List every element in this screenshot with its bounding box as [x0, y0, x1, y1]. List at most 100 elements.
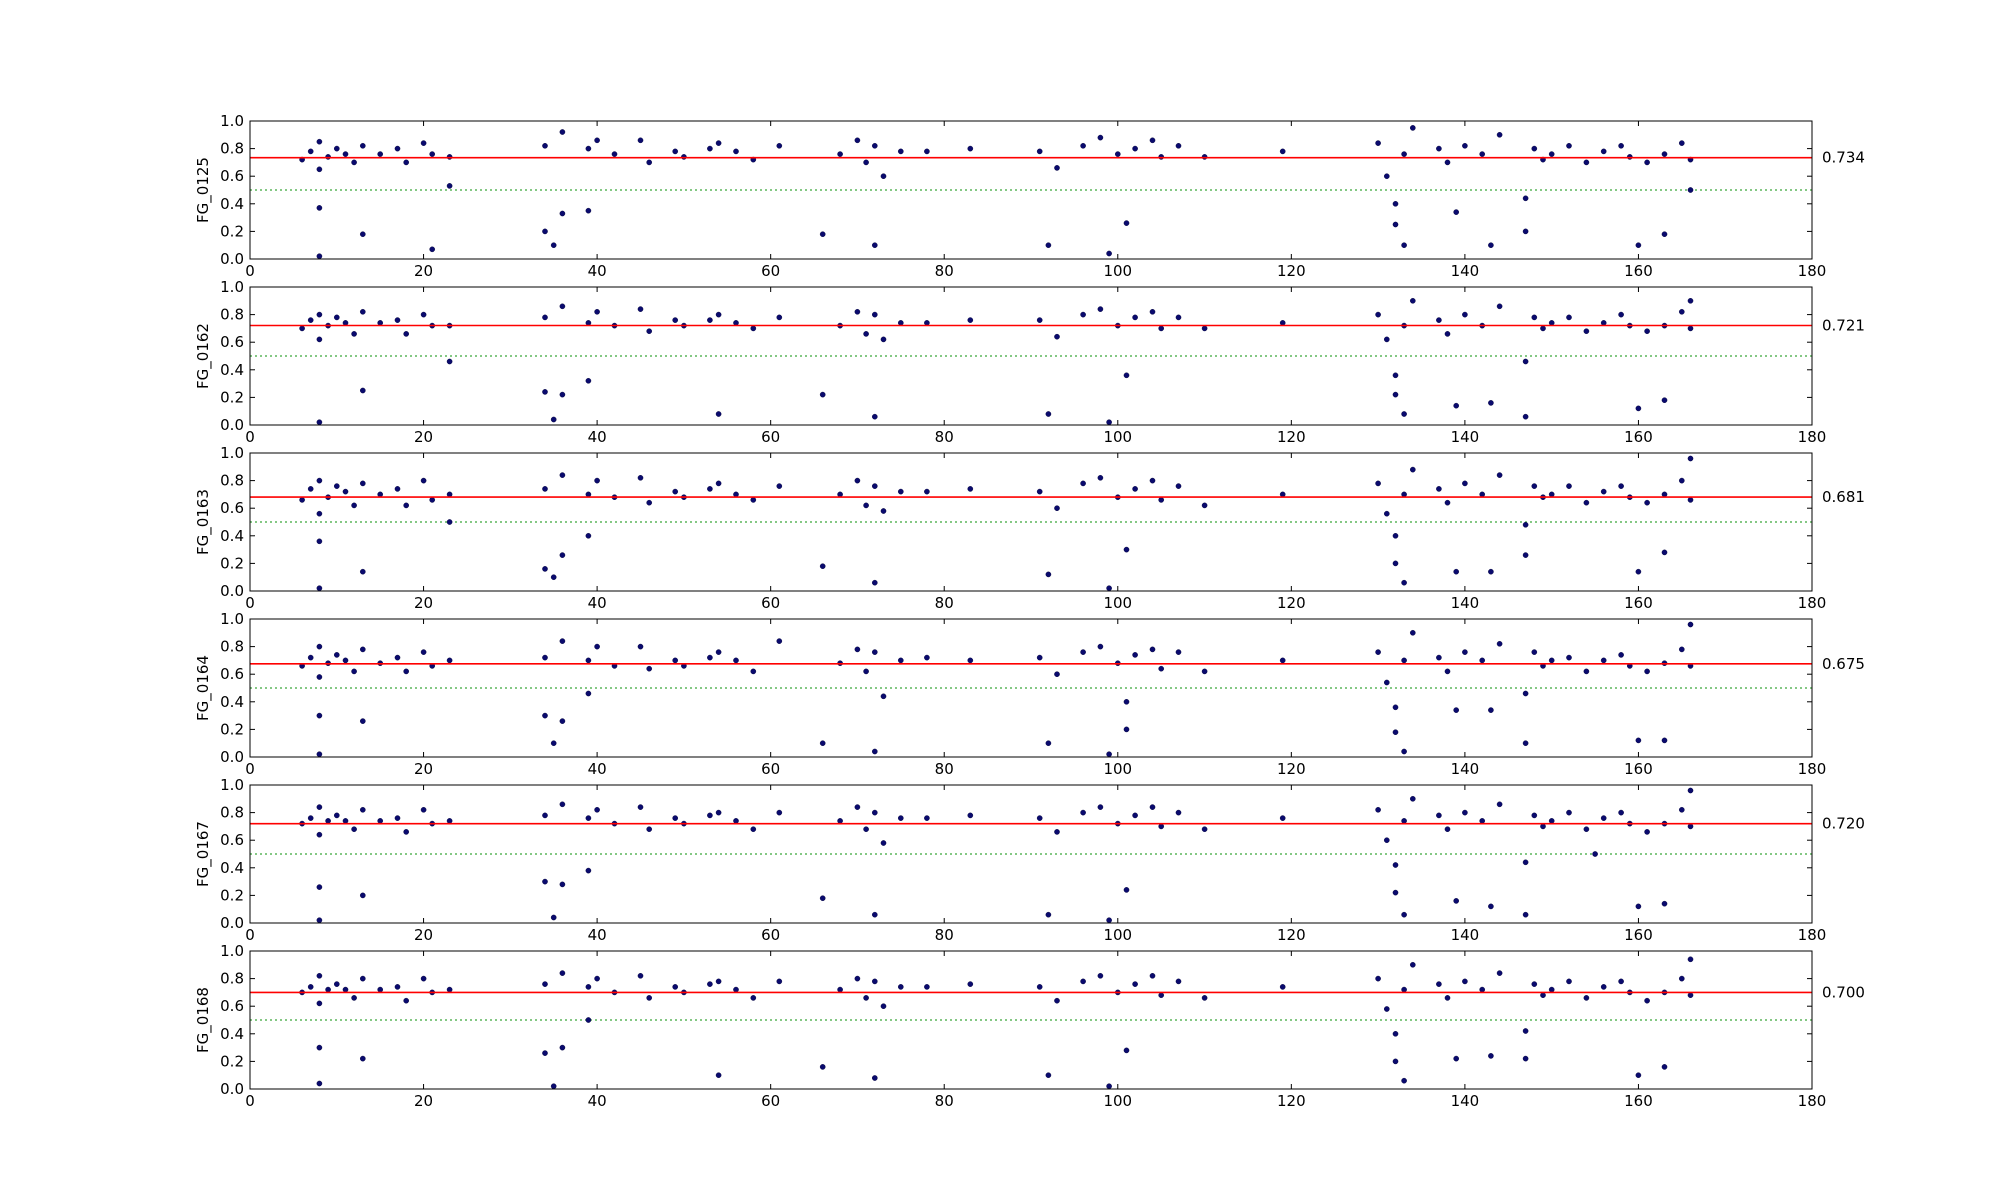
- data-point: [1106, 419, 1112, 426]
- data-point: [307, 317, 314, 323]
- data-point: [559, 552, 566, 558]
- data-point: [750, 995, 757, 1001]
- data-point: [1158, 497, 1164, 503]
- y-tick-label: 0.4: [220, 361, 244, 379]
- data-point: [1392, 200, 1399, 207]
- data-point: [967, 145, 974, 152]
- data-point: [863, 826, 869, 833]
- x-tick-label: 60: [761, 760, 780, 778]
- x-tick-label: 100: [1103, 262, 1132, 280]
- x-tick-label: 100: [1103, 594, 1132, 612]
- data-point: [1618, 483, 1624, 489]
- data-point: [1522, 413, 1529, 420]
- data-point: [1410, 796, 1416, 802]
- data-point: [967, 657, 974, 664]
- data-point: [854, 646, 861, 653]
- data-point: [307, 486, 314, 492]
- data-point: [715, 978, 722, 985]
- subplot: 0.0 0.2 0.4 0.6 0.8 1.0 0 20 40 60 80 100 120 140 160 1…: [194, 942, 1865, 1110]
- y-tick-label: 0.6: [220, 997, 244, 1015]
- x-tick-label: 60: [761, 428, 780, 446]
- data-point: [1453, 898, 1459, 904]
- data-point: [1531, 483, 1538, 489]
- data-point: [1496, 472, 1503, 478]
- data-point: [542, 812, 548, 819]
- data-point: [333, 145, 340, 152]
- data-point: [359, 1055, 366, 1062]
- data-point: [1687, 187, 1694, 193]
- data-point: [672, 815, 679, 821]
- y-tick-label: 0.4: [220, 195, 244, 213]
- data-point: [342, 818, 349, 824]
- data-point: [316, 253, 323, 260]
- y-tick-label: 0.2: [220, 720, 244, 738]
- data-point: [819, 740, 826, 747]
- data-point: [1687, 787, 1694, 794]
- data-point: [872, 911, 878, 918]
- y-tick-label: 0.6: [220, 167, 244, 185]
- data-point: [715, 649, 722, 655]
- x-tick-label: 0: [245, 926, 255, 944]
- data-point: [646, 159, 653, 166]
- data-point: [776, 638, 783, 644]
- data-point: [333, 483, 340, 489]
- data-point: [1384, 336, 1390, 343]
- data-point: [1522, 552, 1529, 558]
- x-tick-label: 80: [935, 262, 954, 280]
- data-point: [585, 491, 592, 498]
- data-point: [1436, 317, 1442, 323]
- data-point: [1462, 809, 1468, 816]
- data-point: [1566, 142, 1572, 149]
- y-tick-label: 0.0: [220, 582, 244, 600]
- data-point: [403, 502, 410, 509]
- y-tick-label: 0.4: [220, 527, 244, 545]
- data-point: [1106, 1083, 1112, 1089]
- x-tick-label: 100: [1103, 760, 1132, 778]
- data-point: [1097, 804, 1104, 810]
- y-tick-label: 0.2: [220, 1052, 244, 1070]
- x-tick-label: 180: [1798, 262, 1827, 280]
- data-point: [1392, 889, 1399, 896]
- y-tick-label: 0.2: [220, 886, 244, 904]
- data-point: [594, 477, 600, 484]
- data-point: [1687, 325, 1694, 332]
- data-point: [1392, 1031, 1399, 1037]
- data-point: [1444, 668, 1451, 675]
- y-tick-label: 0.6: [220, 665, 244, 683]
- x-tick-label: 140: [1451, 262, 1480, 280]
- data-point: [1618, 652, 1624, 658]
- data-point: [1115, 151, 1121, 157]
- data-point: [1036, 317, 1043, 323]
- data-point: [1600, 488, 1607, 495]
- x-tick-label: 100: [1103, 926, 1132, 944]
- data-point: [1566, 809, 1572, 816]
- data-point: [1600, 815, 1607, 821]
- data-point: [1080, 649, 1086, 655]
- data-point: [1687, 956, 1694, 963]
- data-point: [1479, 657, 1485, 664]
- data-point: [594, 308, 600, 315]
- data-point: [333, 652, 340, 658]
- data-point: [559, 129, 566, 135]
- data-point: [1453, 568, 1459, 575]
- x-tick-label: 20: [414, 926, 433, 944]
- data-point: [1401, 748, 1407, 755]
- data-point: [594, 975, 600, 982]
- data-point: [1097, 474, 1104, 481]
- data-point: [1123, 726, 1130, 733]
- data-point: [672, 488, 679, 495]
- data-point: [559, 970, 566, 976]
- data-point: [316, 477, 323, 484]
- y-tick-label: 0.8: [220, 804, 244, 822]
- data-point: [1279, 491, 1286, 498]
- data-point: [672, 984, 679, 990]
- data-point: [1436, 145, 1442, 152]
- data-point: [1201, 668, 1208, 675]
- data-point: [1661, 151, 1668, 157]
- y-tick-label: 0.8: [220, 970, 244, 988]
- data-point: [1279, 657, 1286, 664]
- data-point: [446, 154, 453, 160]
- data-point: [420, 311, 427, 318]
- data-point: [333, 314, 340, 321]
- data-point: [1036, 488, 1043, 495]
